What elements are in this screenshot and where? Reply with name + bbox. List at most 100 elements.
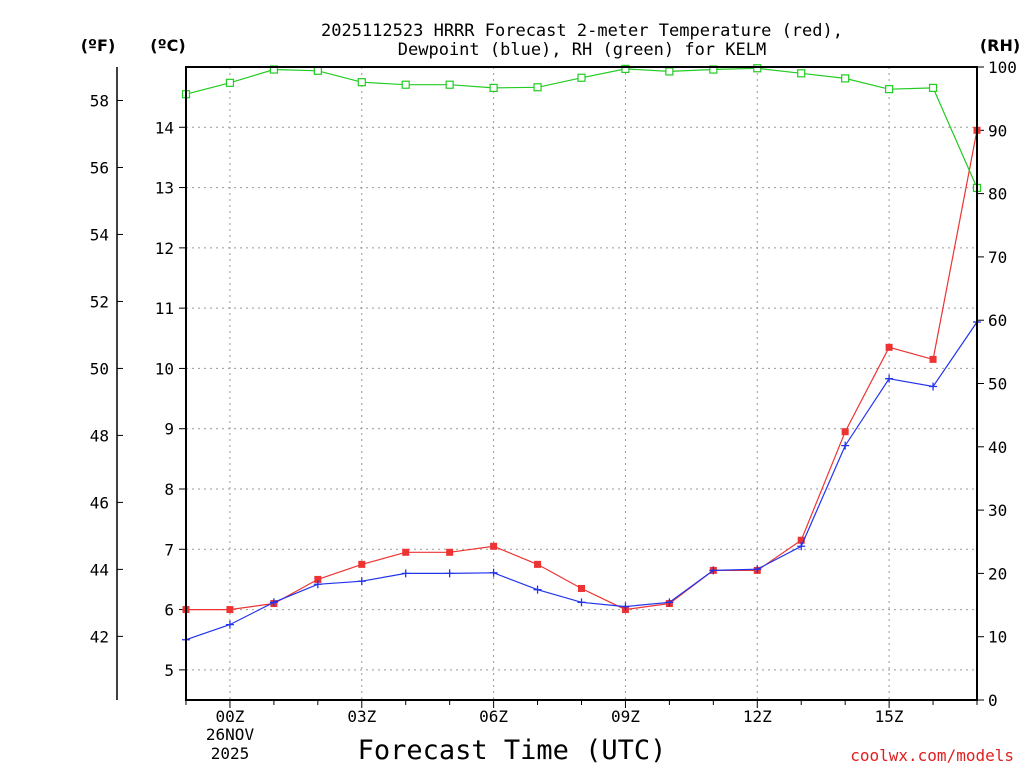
x-date-line2: 2025	[211, 744, 250, 763]
fahrenheit-tick-label: 42	[90, 627, 109, 646]
fahrenheit-tick-label: 50	[90, 359, 109, 378]
temperature-line	[186, 130, 978, 611]
x-axis: 00Z 03Z 06Z 09Z 12Z 15Z	[185, 700, 978, 726]
fahrenheit-tick-label: 48	[90, 426, 109, 445]
fahrenheit-axis: 42 44 46 48 50 52 54 56 58	[90, 67, 123, 700]
celsius-unit-label: (ºC)	[150, 36, 185, 55]
series-layer	[181, 64, 982, 644]
series-dewpoint	[182, 318, 981, 644]
dewpoint-point	[445, 569, 454, 578]
temperature-point	[929, 355, 937, 363]
celsius-tick-label: 11	[155, 299, 174, 318]
temperature-point	[534, 560, 542, 568]
rh-point	[885, 85, 894, 94]
rh-tick-label: 10	[988, 628, 1007, 647]
rh-point	[621, 64, 630, 73]
rh-point	[401, 80, 410, 89]
temperature-point	[841, 428, 849, 436]
dewpoint-point	[269, 598, 278, 607]
dewpoint-line	[185, 321, 978, 641]
dewpoint-point	[313, 580, 322, 589]
chart-title-line2: Dewpoint (blue), RH (green) for KELM	[398, 40, 766, 60]
fahrenheit-tick-label: 58	[90, 91, 109, 110]
rh-point	[928, 83, 938, 92]
rh-point	[357, 78, 366, 87]
celsius-tick-label: 5	[164, 661, 174, 680]
rh-tick-label: 90	[988, 121, 1007, 140]
celsius-tick-label: 7	[164, 540, 174, 559]
fahrenheit-tick-label: 52	[90, 292, 109, 311]
x-axis-title: Forecast Time (UTC)	[358, 735, 667, 766]
fahrenheit-tick-label: 44	[90, 560, 109, 579]
celsius-tick-label: 10	[155, 359, 174, 378]
rh-point	[225, 78, 235, 87]
rh-unit-label: (RH)	[980, 36, 1020, 55]
rh-tick-label: 100	[988, 58, 1017, 77]
rh-tick-label: 20	[988, 564, 1007, 583]
rh-point	[753, 64, 762, 73]
dewpoint-point	[929, 382, 938, 391]
dewpoint-point	[577, 598, 586, 607]
celsius-tick-label: 13	[155, 179, 174, 198]
credit-text: coolwx.com/models	[850, 746, 1014, 765]
temperature-point	[490, 542, 498, 550]
x-date-line1: 26NOV	[206, 725, 255, 744]
celsius-tick-label: 6	[164, 601, 174, 620]
celsius-tick-label: 14	[155, 118, 174, 137]
chart-title-line1: 2025112523 HRRR Forecast 2-meter Tempera…	[321, 21, 843, 41]
rh-point	[665, 67, 674, 76]
rh-point	[533, 83, 542, 92]
dewpoint-point	[621, 602, 630, 611]
dewpoint-point	[533, 585, 542, 594]
temperature-point	[797, 536, 805, 544]
x-tick-label: 03Z	[347, 707, 376, 726]
rh-tick-label: 30	[988, 501, 1007, 520]
fahrenheit-tick-label: 46	[90, 493, 109, 512]
rh-tick-label: 60	[988, 311, 1007, 330]
temperature-point	[314, 575, 322, 583]
rh-point	[313, 66, 322, 75]
rh-point	[841, 74, 850, 83]
celsius-tick-label: 9	[164, 420, 174, 439]
celsius-tick-label: 12	[155, 239, 174, 258]
temperature-point	[578, 584, 585, 592]
dewpoint-point	[797, 542, 806, 551]
temperature-point	[446, 548, 454, 556]
fahrenheit-unit-label: (ºF)	[81, 36, 116, 55]
rh-tick-label: 0	[988, 691, 998, 710]
rh-tick-label: 50	[988, 375, 1007, 394]
rh-point	[489, 83, 498, 92]
x-tick-label: 00Z	[215, 707, 244, 726]
rh-tick-label: 80	[988, 185, 1007, 204]
dewpoint-point	[885, 374, 894, 383]
rh-line	[185, 67, 978, 189]
temperature-point	[226, 606, 234, 614]
rh-point	[797, 69, 806, 78]
temperature-point	[402, 548, 410, 556]
temperature-point	[358, 560, 366, 568]
dewpoint-point	[709, 566, 718, 575]
x-tick-label: 12Z	[743, 707, 772, 726]
series-rh	[181, 64, 982, 193]
dewpoint-point	[225, 620, 234, 629]
dewpoint-point	[401, 569, 410, 578]
rh-axis: 0 10 20 30 40 50 60 70 80 90 100	[977, 58, 1017, 710]
plot-frame	[185, 66, 978, 701]
fahrenheit-tick-label: 56	[90, 158, 109, 177]
x-tick-label: 09Z	[611, 707, 640, 726]
dewpoint-point	[841, 441, 850, 450]
rh-point	[445, 80, 454, 89]
fahrenheit-tick-label: 54	[90, 225, 109, 244]
x-tick-label: 06Z	[479, 707, 508, 726]
celsius-axis: 5 6 7 8 9 10 11 12 13 14	[155, 118, 186, 680]
dewpoint-point	[665, 598, 674, 607]
series-temperature	[182, 126, 981, 614]
dewpoint-point	[753, 565, 762, 574]
dewpoint-point	[489, 568, 498, 577]
rh-tick-label: 70	[988, 248, 1007, 267]
rh-tick-label: 40	[988, 438, 1007, 457]
rh-point	[577, 73, 586, 82]
x-tick-label: 15Z	[875, 707, 904, 726]
celsius-tick-label: 8	[164, 480, 174, 499]
